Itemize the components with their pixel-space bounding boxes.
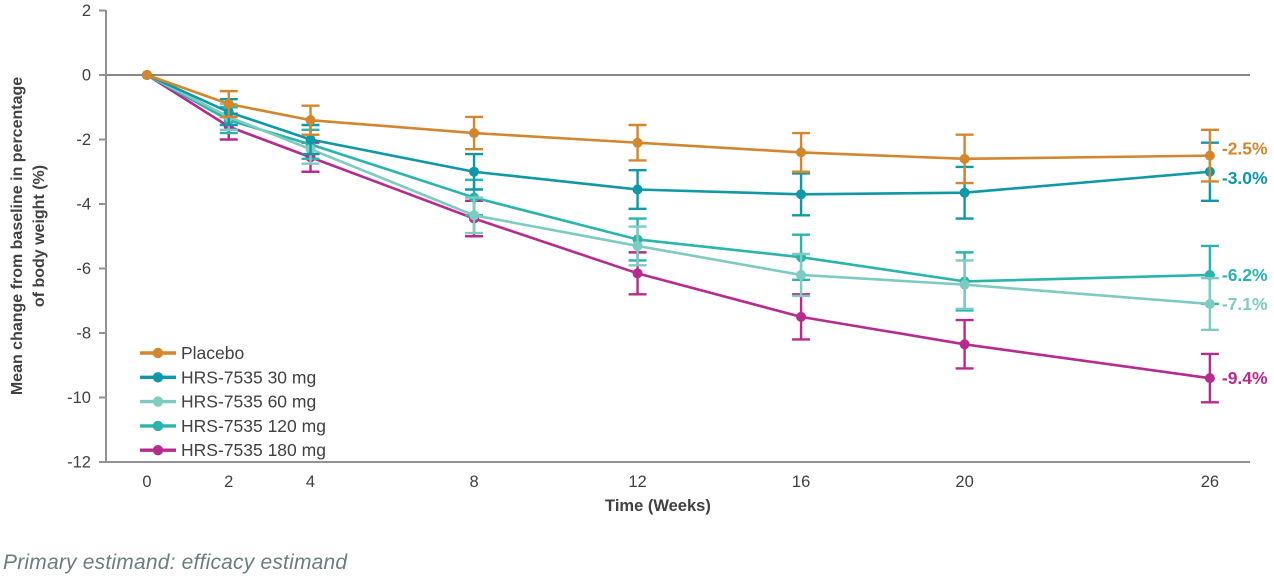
- y-tick-label: -6: [76, 260, 91, 278]
- series-marker-placebo: [1204, 150, 1215, 161]
- series-marker-hrs-7535-60-mg: [1204, 298, 1215, 309]
- legend-label-hrs-7535-180-mg: HRS-7535 180 mg: [181, 440, 326, 460]
- series-marker-placebo: [469, 128, 480, 139]
- series-line-hrs-7535-30-mg: [146, 73, 1210, 196]
- series-marker-placebo: [959, 153, 970, 164]
- y-tick-label: 2: [82, 2, 91, 20]
- end-value-label-hrs-7535-120-mg: -6.2%: [1222, 265, 1268, 285]
- y-axis-title-line: of body weight (%): [31, 165, 48, 307]
- series-marker-hrs-7535-180-mg: [796, 311, 807, 322]
- series-line-hrs-7535-180-mg: [146, 73, 1211, 380]
- series-marker-hrs-7535-30-mg: [796, 189, 807, 200]
- x-tick-label: 16: [792, 473, 810, 491]
- legend-label-hrs-7535-30-mg: HRS-7535 30 mg: [181, 367, 316, 387]
- x-tick-label: 20: [955, 473, 973, 491]
- series-marker-hrs-7535-30-mg: [469, 166, 480, 177]
- series-marker-hrs-7535-30-mg: [632, 184, 643, 195]
- series-marker-hrs-7535-60-mg: [796, 269, 807, 280]
- series-marker-hrs-7535-60-mg: [632, 240, 643, 251]
- figure-caption: Primary estimand: efficacy estimand: [3, 551, 348, 574]
- series-line-hrs-7535-120-mg: [146, 73, 1210, 283]
- series-marker-hrs-7535-180-mg: [959, 339, 970, 350]
- series-line-placebo: [146, 73, 1210, 161]
- series-marker-placebo: [632, 137, 643, 148]
- y-tick-label: -8: [76, 325, 91, 343]
- legend-swatch-marker-hrs-7535-180-mg: [152, 445, 164, 456]
- legend-label-placebo: Placebo: [181, 343, 244, 363]
- legend-label-hrs-7535-120-mg: HRS-7535 120 mg: [181, 416, 326, 436]
- end-value-label-hrs-7535-30-mg: -3.0%: [1222, 168, 1268, 188]
- series-marker-hrs-7535-60-mg: [959, 279, 970, 290]
- series-marker-placebo: [796, 147, 807, 158]
- x-tick-label: 2: [224, 473, 233, 491]
- end-value-label-hrs-7535-60-mg: -7.1%: [1222, 294, 1268, 314]
- series-marker-placebo: [305, 115, 316, 126]
- legend-swatch-marker-hrs-7535-30-mg: [152, 372, 164, 383]
- legend-swatch-marker-hrs-7535-60-mg: [152, 396, 164, 407]
- series-marker-hrs-7535-30-mg: [305, 134, 316, 145]
- series-marker-hrs-7535-180-mg: [632, 268, 643, 279]
- legend-swatch-marker-hrs-7535-120-mg: [152, 420, 164, 432]
- series-marker-placebo: [142, 70, 152, 80]
- y-tick-label: 0: [82, 67, 91, 85]
- y-tick-label: -4: [76, 196, 91, 214]
- y-tick-label: -2: [76, 131, 91, 149]
- series-marker-hrs-7535-60-mg: [469, 210, 480, 221]
- series-marker-placebo: [223, 99, 234, 110]
- y-axis-title-line: Mean change from baseline in percentage: [9, 77, 26, 395]
- legend-swatch-marker-placebo: [152, 347, 164, 359]
- x-tick-label: 8: [469, 473, 478, 491]
- series-line-hrs-7535-60-mg: [146, 73, 1210, 306]
- end-value-label-placebo: -2.5%: [1222, 139, 1268, 159]
- x-tick-label: 0: [142, 473, 151, 491]
- y-tick-label: -10: [67, 389, 91, 407]
- x-tick-label: 12: [628, 473, 646, 491]
- y-tick-label: -12: [67, 454, 91, 472]
- x-tick-label: 4: [306, 473, 315, 491]
- x-tick-label: 26: [1201, 473, 1219, 491]
- x-axis-title: Time (Weeks): [605, 497, 711, 515]
- end-value-label-hrs-7535-180-mg: -9.4%: [1222, 368, 1268, 388]
- series-marker-hrs-7535-30-mg: [959, 187, 970, 198]
- legend-label-hrs-7535-60-mg: HRS-7535 60 mg: [181, 392, 316, 412]
- series-marker-hrs-7535-180-mg: [1204, 373, 1215, 384]
